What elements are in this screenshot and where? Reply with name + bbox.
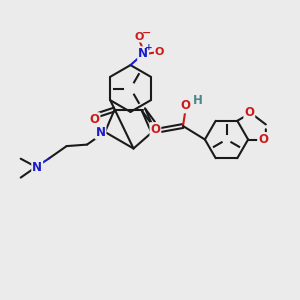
Text: O: O bbox=[150, 123, 161, 136]
Text: N: N bbox=[32, 160, 42, 174]
Text: −: − bbox=[141, 28, 151, 38]
Text: N: N bbox=[95, 125, 106, 139]
Text: H: H bbox=[193, 94, 203, 107]
Text: O: O bbox=[258, 133, 268, 146]
Text: O: O bbox=[244, 106, 254, 119]
Text: O: O bbox=[155, 47, 164, 57]
Text: O: O bbox=[180, 99, 190, 112]
Text: N: N bbox=[138, 47, 148, 60]
Text: +: + bbox=[145, 43, 152, 52]
Text: O: O bbox=[89, 113, 100, 126]
Text: O: O bbox=[135, 32, 144, 42]
